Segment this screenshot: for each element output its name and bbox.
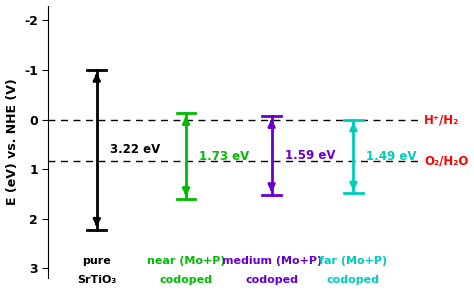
Text: codoped: codoped [245, 275, 298, 285]
Text: pure: pure [82, 256, 111, 266]
Y-axis label: E (eV) vs. NHE (V): E (eV) vs. NHE (V) [6, 79, 18, 205]
Text: 3.22 eV: 3.22 eV [110, 143, 160, 156]
Text: medium (Mo+P): medium (Mo+P) [221, 256, 322, 266]
Text: codoped: codoped [160, 275, 212, 285]
Text: O₂/H₂O: O₂/H₂O [424, 154, 468, 167]
Text: far (Mo+P): far (Mo+P) [319, 256, 388, 266]
Text: near (Mo+P): near (Mo+P) [147, 256, 225, 266]
Text: H⁺/H₂: H⁺/H₂ [424, 113, 459, 126]
Text: 1.49 eV: 1.49 eV [366, 150, 417, 163]
Text: 1.59 eV: 1.59 eV [284, 149, 335, 162]
Text: SrTiO₃: SrTiO₃ [77, 275, 117, 285]
Text: 1.73 eV: 1.73 eV [199, 150, 249, 163]
Text: codoped: codoped [327, 275, 380, 285]
